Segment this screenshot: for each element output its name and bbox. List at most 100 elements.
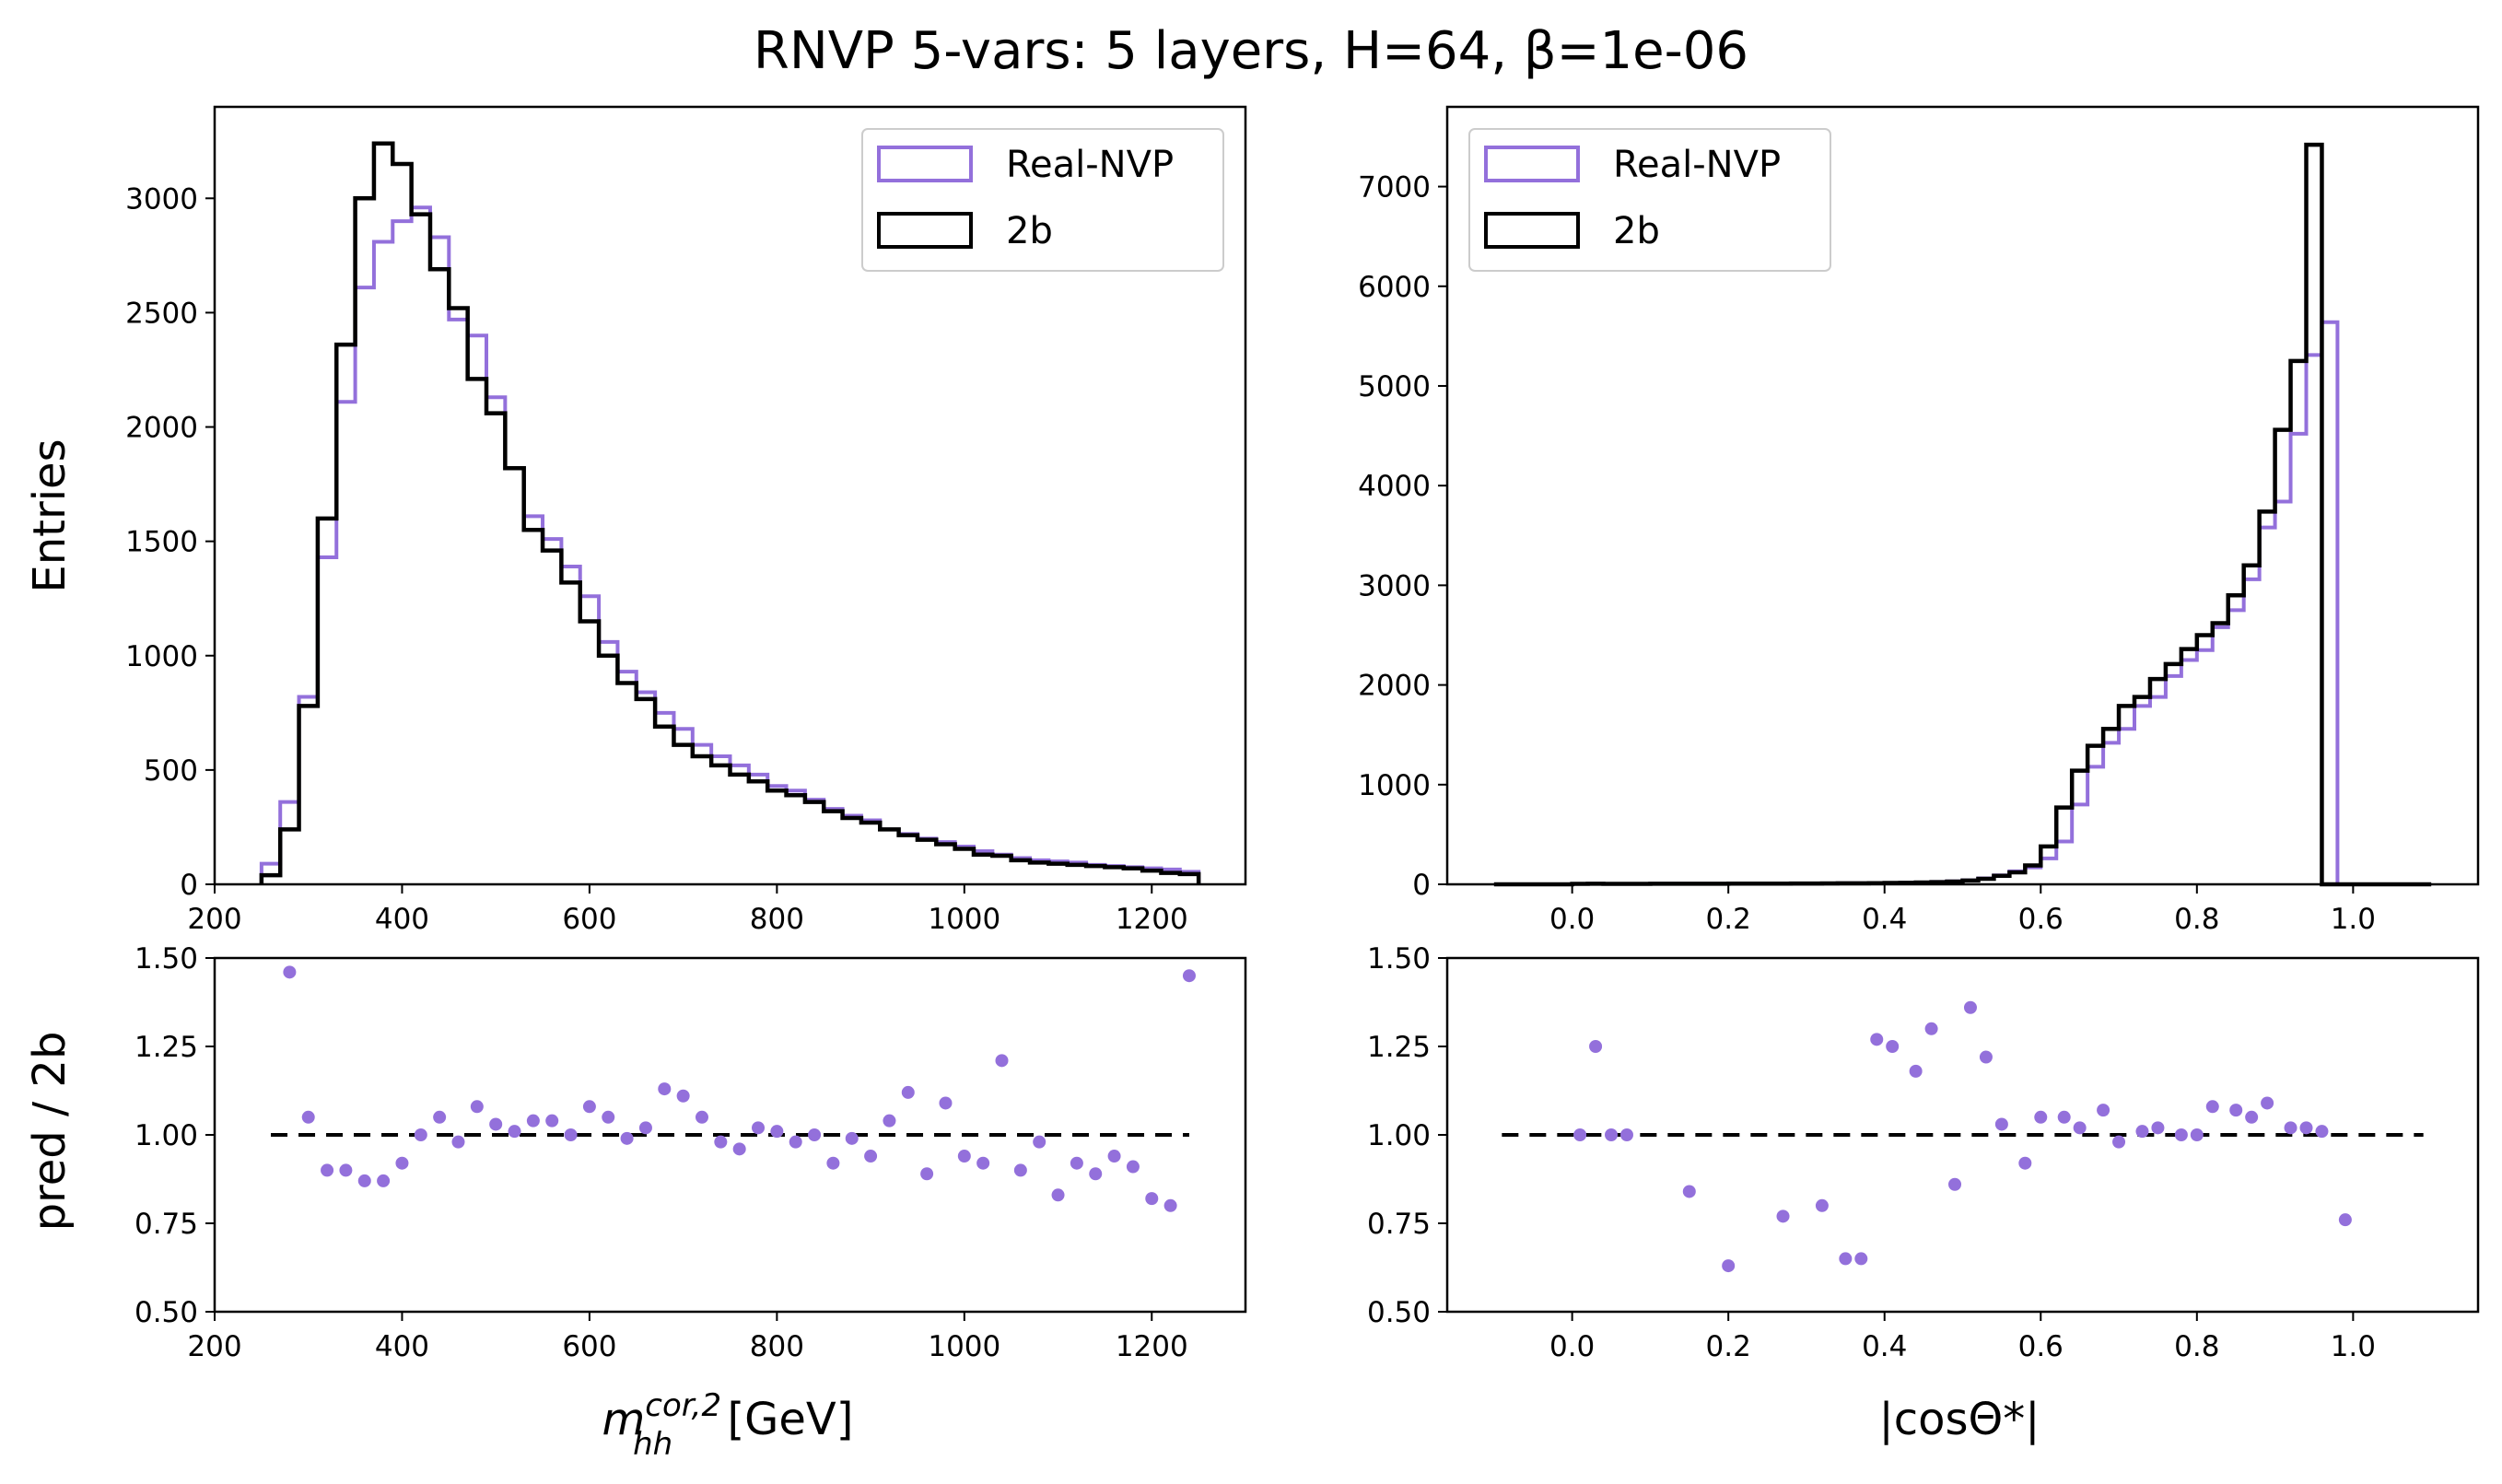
mhh-ratio-panel: 200 400 600 800 1000 1200 0.50 0.75 1.00 1.25 1.50 bbox=[134, 942, 1247, 1363]
ratio-point bbox=[1070, 1156, 1083, 1170]
y-tick-label: 1.00 bbox=[1367, 1119, 1431, 1152]
y-tick-label: 1.50 bbox=[1367, 942, 1431, 976]
ratio-point bbox=[864, 1150, 878, 1163]
ratio-point bbox=[1605, 1128, 1619, 1141]
ratio-point bbox=[2284, 1121, 2297, 1135]
axes-frame bbox=[1445, 956, 2480, 1314]
ratio-point bbox=[1573, 1128, 1587, 1141]
ratio-point bbox=[489, 1117, 503, 1131]
ratio-point bbox=[2299, 1121, 2313, 1135]
x-tick-label: 0.4 bbox=[1862, 1330, 1907, 1363]
ratio-point bbox=[845, 1131, 859, 1145]
ratio-point bbox=[357, 1174, 371, 1187]
ratio-point bbox=[995, 1054, 1009, 1068]
ratio-point bbox=[752, 1121, 766, 1135]
x-tick-label: 0.0 bbox=[1549, 903, 1595, 936]
ratio-point bbox=[2261, 1096, 2274, 1110]
x-tick-label: 400 bbox=[375, 903, 429, 936]
legend-swatch bbox=[877, 146, 973, 182]
y-tick-label: 2000 bbox=[125, 412, 198, 445]
ratio-point bbox=[582, 1100, 596, 1114]
y-tick-label: 1.25 bbox=[1367, 1031, 1431, 1064]
ratio-point bbox=[695, 1110, 708, 1124]
y-tick-label: 3000 bbox=[1358, 569, 1431, 602]
ratio-point bbox=[1722, 1259, 1736, 1273]
axes-frame bbox=[213, 105, 1247, 886]
ratio-point bbox=[676, 1089, 690, 1103]
x-tick-label: 800 bbox=[750, 1330, 804, 1363]
ratio-point bbox=[1182, 969, 1196, 983]
ratio-point bbox=[602, 1110, 615, 1124]
y-tick-label: 4000 bbox=[1358, 470, 1431, 503]
legend-swatch bbox=[1484, 146, 1580, 182]
costheta-ratio-panel: 0.0 0.2 0.4 0.6 0.8 1.0 0.50 0.75 1.00 1.25 1.50 bbox=[1367, 942, 2480, 1363]
legend-label: Real-NVP bbox=[1613, 144, 1781, 186]
x-tick-label: 200 bbox=[187, 903, 241, 936]
y-tick-label: 0.50 bbox=[1367, 1296, 1431, 1329]
costheta-hist-panel: 0.0 0.2 0.4 0.6 0.8 1.0 0 1000 2000 3000 4000 5000 6… bbox=[1358, 105, 2480, 936]
y-tick-label: 0.75 bbox=[134, 1208, 198, 1241]
x-tick-label: 0.6 bbox=[2018, 1330, 2064, 1363]
ratio-point bbox=[1163, 1198, 1177, 1212]
x-tick-label: 0.0 bbox=[1549, 1330, 1595, 1363]
axes-frame bbox=[1445, 105, 2480, 886]
legend-swatch bbox=[877, 212, 973, 249]
y-tick-label: 7000 bbox=[1358, 171, 1431, 204]
ratio-point bbox=[1145, 1192, 1159, 1206]
ratio-point bbox=[883, 1114, 896, 1128]
y-tick-label: 2500 bbox=[125, 297, 198, 330]
x-tick-label: 1000 bbox=[928, 903, 1000, 936]
ratio-point bbox=[283, 965, 297, 979]
ratio-point bbox=[732, 1142, 746, 1156]
x-tick-label: 800 bbox=[750, 903, 804, 936]
x-tick-label: 1.0 bbox=[2331, 903, 2376, 936]
y-tick-label: 500 bbox=[144, 754, 198, 788]
y-tick-label: 0 bbox=[180, 869, 198, 902]
x-tick-label: 0.4 bbox=[1862, 903, 1907, 936]
legend-label: 2b bbox=[1006, 210, 1053, 252]
ratio-point bbox=[920, 1167, 934, 1181]
axes-frame bbox=[213, 956, 1247, 1314]
ratio-point bbox=[1854, 1252, 1868, 1266]
ratio-point bbox=[901, 1085, 915, 1099]
legend-label: Real-NVP bbox=[1006, 144, 1174, 186]
ratio-point bbox=[1682, 1185, 1696, 1198]
ratio-point bbox=[1963, 1000, 1977, 1014]
x-axis-label-mhh: mcor,2 hh [GeV] bbox=[602, 1387, 854, 1463]
y-tick-label: 1500 bbox=[125, 526, 198, 559]
ratio-point bbox=[470, 1100, 484, 1114]
ratio-point bbox=[1924, 1022, 1938, 1035]
x-tick-label: 1200 bbox=[1116, 903, 1188, 936]
ratio-point bbox=[451, 1135, 465, 1149]
ratio-point bbox=[2205, 1100, 2219, 1114]
ratio-point bbox=[1033, 1135, 1046, 1149]
x-tick-label: 0.8 bbox=[2174, 903, 2219, 936]
y-tick-label: 6000 bbox=[1358, 271, 1431, 304]
legend-swatch bbox=[1484, 212, 1580, 249]
x-tick-label: 0.2 bbox=[1706, 1330, 1751, 1363]
ratio-point bbox=[770, 1125, 784, 1139]
x-tick-label: 0.8 bbox=[2174, 1330, 2219, 1363]
ratio-point bbox=[2245, 1110, 2259, 1124]
ratio-point bbox=[714, 1135, 728, 1149]
ratio-point bbox=[1619, 1128, 1633, 1141]
y-axis-label-entries: Entries bbox=[24, 438, 76, 592]
ratio-point bbox=[1994, 1117, 2008, 1131]
ratio-point bbox=[2229, 1104, 2243, 1117]
ratio-point bbox=[976, 1156, 990, 1170]
y-tick-label: 1.25 bbox=[134, 1031, 198, 1064]
x-tick-label: 0.2 bbox=[1706, 903, 1751, 936]
ratio-point bbox=[658, 1082, 672, 1096]
legend-box bbox=[1468, 128, 1831, 272]
ratio-point bbox=[638, 1121, 652, 1135]
x-tick-label: 0.6 bbox=[2018, 903, 2064, 936]
ratio-point bbox=[545, 1114, 559, 1128]
legend: Real-NVP 2b bbox=[861, 128, 1224, 272]
x-axis-label-costheta: |cosΘ*| bbox=[1879, 1394, 2040, 1445]
ratio-point bbox=[1589, 1040, 1603, 1053]
x-tick-label: 600 bbox=[562, 903, 616, 936]
ratio-point bbox=[1886, 1040, 1900, 1053]
ratio-point bbox=[2097, 1104, 2110, 1117]
ratio-point bbox=[395, 1156, 409, 1170]
